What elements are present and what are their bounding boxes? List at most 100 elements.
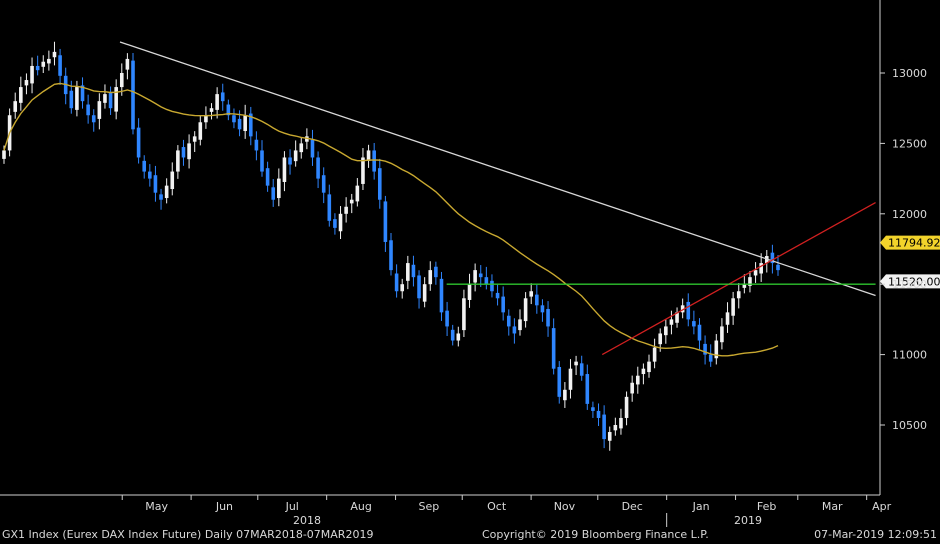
candle-body	[720, 326, 724, 343]
candle-body	[248, 113, 253, 137]
candle-body	[288, 157, 292, 165]
candle-body	[119, 73, 124, 88]
candle-body	[664, 326, 668, 336]
candle-body	[428, 270, 433, 285]
candle-body	[30, 65, 34, 84]
candle-body	[680, 305, 685, 313]
candle-body	[265, 168, 270, 186]
candle-body	[652, 347, 657, 362]
candle-body	[731, 298, 735, 316]
trendline	[119, 41, 876, 297]
candle-body	[361, 157, 365, 184]
x-year-label: 2019	[734, 514, 762, 527]
y-tick-label: 11500	[892, 278, 927, 291]
candle-body	[770, 252, 775, 264]
candle-body	[349, 199, 354, 204]
candle-body	[776, 264, 780, 271]
candle-body	[529, 291, 534, 297]
x-month-label: May	[145, 500, 168, 513]
candle-body	[546, 308, 550, 327]
candle-body	[198, 122, 203, 140]
candle-body	[708, 354, 713, 362]
candle-body	[619, 417, 623, 429]
candle-body	[2, 150, 6, 159]
candle-body	[518, 319, 522, 331]
candle-body	[260, 150, 264, 172]
y-tick-label: 11000	[892, 349, 927, 362]
candle-body	[187, 143, 191, 160]
candle-body	[176, 150, 180, 172]
candle-body	[142, 160, 147, 172]
candle-body	[383, 201, 388, 242]
candle-body	[24, 80, 29, 86]
x-month-label: Jul	[285, 500, 299, 513]
candle-body	[181, 147, 186, 158]
candle-body	[501, 296, 505, 313]
candle-body	[97, 101, 102, 119]
candle-body	[52, 51, 57, 58]
candle-body	[41, 61, 46, 67]
price-tag-box	[880, 274, 940, 289]
candle-body	[540, 305, 545, 313]
candle-body	[136, 127, 141, 158]
candle-body	[389, 240, 393, 271]
candle-body	[563, 389, 567, 401]
candle-body	[125, 58, 130, 70]
price-tag: 11520.00	[880, 274, 940, 289]
candle-body	[490, 280, 494, 292]
candle-body	[80, 85, 85, 102]
candle-body	[237, 118, 242, 130]
candle-body	[579, 363, 584, 376]
candle-body	[13, 101, 18, 112]
candle-body	[344, 206, 348, 214]
candle-body	[439, 278, 444, 313]
candle-body	[355, 185, 360, 202]
y-tick-label: 10500	[892, 419, 927, 432]
candle-body	[394, 273, 399, 292]
footer-instrument-text: GX1 Index (Eurex DAX Index Future) Daily…	[2, 528, 374, 541]
candle-body	[551, 328, 556, 369]
candle-body	[209, 108, 214, 112]
candle-body	[591, 407, 595, 411]
candle-body	[366, 150, 371, 161]
candle-body	[759, 263, 763, 274]
candle-body	[484, 277, 489, 285]
candle-body	[434, 266, 438, 278]
candle-body	[310, 139, 315, 158]
footer-copyright-text: Copyright© 2019 Bloomberg Finance L.P.	[482, 528, 709, 541]
candle-body	[293, 150, 298, 162]
candle-body	[86, 104, 90, 116]
candle-body	[658, 333, 663, 345]
moving-average-line	[3, 82, 779, 357]
candle-body	[226, 104, 231, 116]
x-month-label: Apr	[872, 500, 892, 513]
candle-body	[333, 219, 337, 228]
candle-body	[450, 329, 455, 341]
candle-body	[91, 115, 96, 123]
candle-body	[512, 326, 517, 334]
candle-body	[417, 275, 421, 299]
plot-background	[0, 0, 940, 527]
x-month-label: Jan	[692, 500, 710, 513]
candlestick-chart: 11794.92 11520.00 10500 11000 11500 12000 125…	[0, 0, 940, 527]
x-month-label: Feb	[757, 500, 776, 513]
candle-body	[557, 366, 562, 397]
candle-body	[748, 277, 752, 286]
candle-body	[327, 194, 332, 221]
candle-body	[697, 324, 702, 341]
y-tick-label: 12500	[892, 137, 927, 150]
candles-group	[2, 41, 780, 451]
candle-body	[305, 136, 309, 142]
x-year-label: 2018	[293, 514, 321, 527]
x-month-label: Dec	[622, 500, 643, 513]
candle-body	[669, 319, 674, 325]
candle-body	[75, 87, 79, 110]
candle-body	[192, 136, 197, 142]
candle-body	[372, 150, 376, 172]
overlays-group: 11794.92 11520.00	[3, 41, 940, 357]
y-tick-label: 12000	[892, 208, 927, 221]
candle-body	[19, 87, 23, 103]
x-month-label: Mar	[822, 500, 843, 513]
candle-body	[148, 171, 152, 179]
candle-body	[153, 175, 158, 193]
